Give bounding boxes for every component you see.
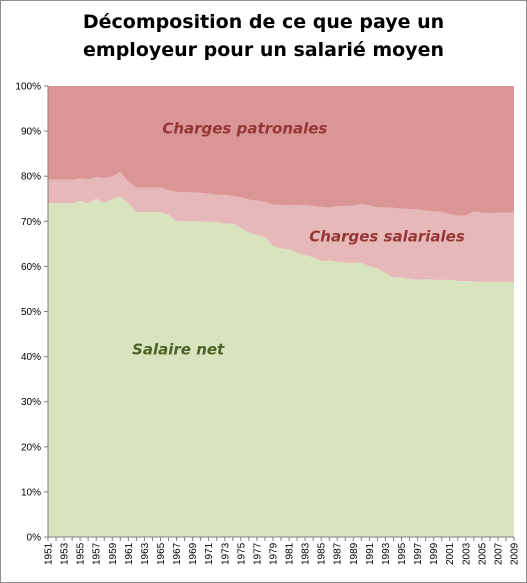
y-tick-label: 0%: [27, 533, 42, 544]
x-tick-label: 2005: [477, 542, 488, 565]
y-tick-label: 60%: [21, 262, 41, 273]
area-charges-patronales: [48, 86, 514, 216]
x-tick-label: 1953: [60, 542, 71, 565]
x-tick-label: 1971: [204, 542, 215, 565]
y-tick-label: 90%: [21, 127, 41, 138]
series-labels: Salaire net Charges salariales Charges pat…: [132, 119, 465, 358]
chart-title-line-2: employeur pour un salarié moyen: [83, 39, 444, 61]
y-tick-label: 100%: [15, 82, 41, 93]
y-tick-label: 70%: [21, 217, 41, 228]
x-tick-label: 1985: [317, 542, 328, 565]
x-tick-label: 2009: [510, 542, 521, 565]
series-label-salaire-net: Salaire net: [132, 340, 225, 358]
y-tick-label: 10%: [21, 487, 41, 498]
x-tick-label: 2007: [493, 542, 504, 565]
x-tick-label: 1951: [44, 542, 55, 565]
x-tick-label: 1963: [140, 542, 151, 565]
y-tick-label: 40%: [21, 352, 41, 363]
x-tick-label: 1997: [413, 542, 424, 565]
x-tick-label: 1969: [188, 542, 199, 565]
x-tick-label: 1993: [381, 542, 392, 565]
x-tick-label: 1975: [236, 542, 247, 565]
x-tick-label: 1999: [429, 542, 440, 565]
x-tick-label: 1995: [397, 542, 408, 565]
x-tick-label: 2003: [461, 542, 472, 565]
x-tick-label: 1981: [285, 542, 296, 565]
x-tick-label: 1959: [108, 542, 119, 565]
chart-title-line-1: Décomposition de ce que paye un: [82, 11, 445, 33]
x-tick-label: 1991: [365, 542, 376, 565]
x-tick-label: 1979: [268, 542, 279, 565]
y-tick-label: 80%: [21, 172, 41, 183]
x-tick-label: 1961: [124, 542, 135, 565]
x-tick-label: 1967: [172, 542, 183, 565]
area-salaire-net: [48, 196, 514, 537]
x-tick-label: 1957: [92, 542, 103, 565]
y-tick-label: 20%: [21, 442, 41, 453]
x-tick-label: 1955: [76, 542, 87, 565]
x-tick-label: 1989: [349, 542, 360, 565]
area-layers: [48, 86, 514, 537]
x-tick-label: 1977: [252, 542, 263, 565]
x-axis-tick-labels: 1951 1953 1955 1957 1959 1961 1963 1965 1967 1969…: [44, 537, 521, 565]
series-label-charges-salariales: Charges salariales: [309, 228, 465, 246]
x-tick-label: 1965: [156, 542, 167, 565]
x-tick-label: 2001: [445, 542, 456, 565]
area-charges-salariales: [48, 172, 514, 282]
x-tick-label: 1987: [333, 542, 344, 565]
series-label-charges-patronales: Charges patronales: [162, 119, 327, 137]
x-tick-label: 1973: [220, 542, 231, 565]
y-tick-label: 50%: [21, 307, 41, 318]
y-tick-label: 30%: [21, 397, 41, 408]
y-axis-tick-labels: 0% 10% 20% 30% 40% 50% 60% 70% 80% 90% 100%: [15, 82, 48, 544]
x-tick-label: 1983: [301, 542, 312, 565]
chart-title: Décomposition de ce que paye un employeu…: [0, 8, 527, 64]
